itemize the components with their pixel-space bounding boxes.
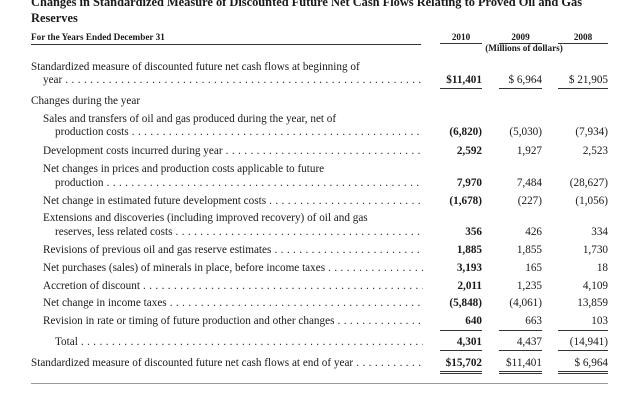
row-value-2009: 426 — [525, 226, 542, 238]
row-value-2010: 2,592 — [456, 145, 482, 157]
row-value-2008: (28,627) — [569, 177, 608, 189]
total-rule-2010 — [440, 350, 482, 351]
row-value-2010: 3,193 — [456, 262, 482, 274]
row-value-2008: 334 — [591, 226, 608, 238]
closing-2008: $ 6,964 — [574, 357, 608, 369]
row-label: Development costs incurred during year — [43, 145, 423, 158]
row-label-line1: Net changes in prices and production cos… — [43, 163, 325, 175]
row-value-2009: 1,927 — [516, 145, 542, 157]
closing-double-rule-2008 — [558, 371, 608, 374]
row-label-line1: Sales and transfers of oil and gas produ… — [43, 113, 337, 125]
row-value-2010: 7,970 — [456, 177, 482, 189]
row-value-2008: 2,523 — [582, 145, 608, 157]
opening-underline-2009 — [499, 88, 542, 89]
bottom-rule — [31, 383, 608, 384]
year-2009-header: 2009 — [499, 32, 542, 44]
row-value-2009: (227) — [517, 195, 542, 207]
row-label: Revision in rate or timing of future pro… — [43, 315, 423, 328]
year-2010-header: 2010 — [440, 32, 482, 44]
closing-2009: $11,401 — [506, 357, 542, 369]
row-value-2009: 1,855 — [516, 244, 542, 256]
total-rule-2009 — [499, 350, 542, 351]
subtotal-rule-2010 — [440, 330, 482, 331]
units-label: (Millions of dollars) — [485, 43, 563, 53]
total-2008: (14,941) — [569, 336, 608, 348]
row-label: Accretion of discount — [43, 280, 423, 293]
row-label-line1: Extensions and discoveries (including im… — [43, 212, 368, 224]
row-value-2008: 1,730 — [582, 244, 608, 256]
row-label: Net change in income taxes — [43, 297, 423, 310]
opening-underline-2010 — [440, 88, 482, 89]
total-2009: 4,437 — [516, 336, 542, 348]
opening-2009: $ 6,964 — [508, 74, 542, 86]
opening-2008: $ 21,905 — [568, 74, 608, 86]
row-value-2008: (1,056) — [575, 195, 608, 207]
row-label-line2: production costs — [43, 126, 423, 139]
page-title: Changes in Standardized Measure of Disco… — [31, 0, 583, 25]
row-value-2010: 356 — [465, 226, 482, 238]
row-value-2008: 4,109 — [582, 280, 608, 292]
row-value-2010: 640 — [465, 315, 482, 327]
period-label: For the Years Ended December 31 — [31, 32, 165, 42]
opening-underline-2008 — [558, 88, 608, 89]
header-rule — [31, 44, 421, 45]
row-value-2009: (5,030) — [509, 126, 542, 138]
row-label: Revisions of previous oil and gas reserv… — [43, 244, 423, 257]
row-value-2009: (4,061) — [509, 297, 542, 309]
closing-2010: $15,702 — [445, 357, 482, 369]
opening-label-line2: year — [31, 74, 423, 87]
closing-double-rule-2010 — [440, 371, 482, 374]
row-value-2008: 13,859 — [577, 297, 608, 309]
subtotal-rule-2008 — [558, 330, 608, 331]
opening-2010: $11,401 — [446, 74, 482, 86]
row-value-2008: (7,934) — [575, 126, 608, 138]
changes-heading: Changes during the year — [31, 95, 141, 107]
row-label: Net change in estimated future developme… — [43, 195, 423, 208]
row-value-2010: (5,848) — [449, 297, 482, 309]
row-value-2010: 1,885 — [456, 244, 482, 256]
total-rule-2008 — [558, 350, 608, 351]
row-value-2009: 7,484 — [516, 177, 542, 189]
row-value-2008: 103 — [591, 315, 608, 327]
total-2010: 4,301 — [456, 336, 482, 348]
total-label: Total — [55, 336, 423, 349]
closing-double-rule-2009 — [499, 371, 542, 374]
year-2008-header: 2008 — [558, 32, 608, 44]
row-value-2009: 165 — [525, 262, 542, 274]
row-value-2009: 1,235 — [516, 280, 542, 292]
row-label-line2: production — [43, 177, 423, 190]
row-value-2009: 663 — [525, 315, 542, 327]
closing-label: Standardized measure of discounted futur… — [31, 357, 423, 370]
row-value-2010: 2,011 — [457, 280, 482, 292]
row-label-line2: reserves, less related costs — [43, 226, 423, 239]
opening-label-line1: Standardized measure of discounted futur… — [31, 61, 360, 73]
row-value-2010: (1,678) — [449, 195, 482, 207]
row-label: Net purchases (sales) of minerals in pla… — [43, 262, 423, 275]
row-value-2008: 18 — [596, 262, 608, 274]
row-value-2010: (6,820) — [449, 126, 482, 138]
subtotal-rule-2009 — [499, 330, 542, 331]
